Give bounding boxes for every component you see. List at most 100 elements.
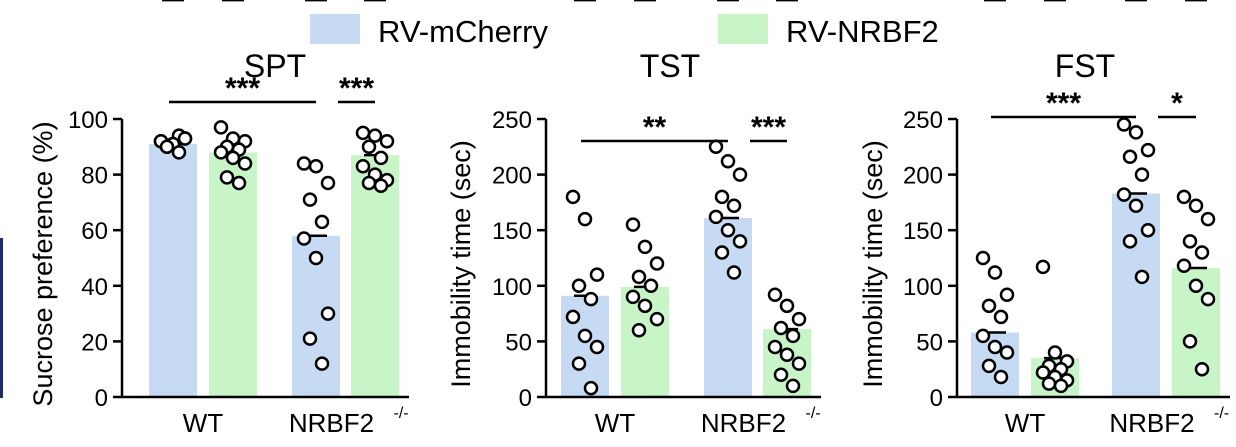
- y-tick-label: 0: [519, 385, 532, 412]
- data-point: [1194, 245, 1210, 260]
- edge-marker: [0, 238, 3, 398]
- data-point: [367, 128, 383, 143]
- panel-fst: FST Immobility time (sec) 0 50 100 150 200 250 W…: [858, 0, 1230, 438]
- data-point: [637, 239, 653, 255]
- y-tick-label: 250: [903, 107, 943, 134]
- y-tick-label: 100: [68, 107, 108, 134]
- chart-title: FST: [1055, 48, 1115, 84]
- data-point: [379, 133, 395, 149]
- data-point: [726, 265, 742, 280]
- data-point: [571, 278, 587, 294]
- data-point: [1194, 361, 1210, 377]
- data-point: [225, 150, 241, 166]
- y-tick-label: 150: [903, 218, 943, 245]
- data-point: [714, 189, 730, 205]
- data-point: [767, 287, 783, 302]
- data-point: [1134, 167, 1150, 182]
- y-tick-label: 0: [930, 385, 943, 412]
- y-tick-label: 150: [492, 218, 532, 245]
- y-tick-label: 200: [903, 163, 943, 190]
- data-point: [1176, 258, 1192, 274]
- data-point: [159, 139, 175, 155]
- data-point: [975, 250, 991, 266]
- data-point: [708, 209, 724, 225]
- bar-nrbf2-mcherry: [704, 217, 752, 397]
- data-point: [631, 323, 647, 338]
- data-point: [785, 378, 801, 394]
- bar-nrbf2-nrbf2: [351, 155, 399, 397]
- data-point: [320, 175, 336, 191]
- data-point: [981, 358, 997, 374]
- data-point: [589, 339, 605, 355]
- x-group-label-nrbf2: NRBF2: [289, 408, 374, 438]
- data-point: [577, 328, 593, 344]
- data-point: [631, 269, 647, 285]
- data-point: [314, 356, 330, 371]
- significance-label: **: [643, 111, 667, 144]
- data-point: [720, 154, 736, 169]
- chart-title: TST: [640, 48, 700, 84]
- data-point: [625, 289, 641, 305]
- data-point: [767, 339, 783, 355]
- data-point: [1140, 142, 1156, 158]
- y-axis-label: Immobility time (sec): [446, 140, 476, 388]
- x-group-label-wt: WT: [595, 408, 636, 438]
- chart-title: SPT: [244, 48, 306, 84]
- data-point: [1128, 198, 1144, 213]
- y-tick-label: 80: [81, 163, 108, 190]
- data-point: [577, 211, 593, 227]
- significance-label: ***: [225, 72, 260, 105]
- data-point: [779, 298, 795, 314]
- data-point: [993, 369, 1009, 385]
- data-point: [373, 178, 389, 193]
- data-point: [1188, 198, 1204, 213]
- legend-swatch-mcherry: [310, 14, 360, 44]
- data-point: [1041, 376, 1057, 391]
- data-point: [314, 214, 330, 230]
- data-point: [355, 125, 371, 141]
- y-tick-label: 250: [492, 107, 532, 134]
- data-point: [361, 175, 377, 191]
- data-point: [296, 156, 312, 171]
- y-axis-label: Sucrose preference (%): [28, 121, 58, 406]
- data-point: [1035, 259, 1051, 275]
- data-point: [177, 131, 193, 146]
- significance-label: ***: [339, 72, 374, 105]
- legend: RV-mCherry RV-NRBF2: [310, 14, 939, 49]
- data-point: [1182, 334, 1198, 349]
- data-point: [1188, 278, 1204, 294]
- data-point: [320, 306, 336, 321]
- data-point: [213, 120, 229, 135]
- data-point: [791, 311, 807, 327]
- y-tick-label: 0: [95, 385, 108, 412]
- data-point: [987, 339, 1003, 355]
- data-point: [791, 356, 807, 371]
- legend-label-mcherry: RV-mCherry: [378, 14, 548, 49]
- data-point: [999, 345, 1015, 360]
- data-point: [1176, 189, 1192, 205]
- data-point: [732, 167, 748, 182]
- data-point: [773, 320, 789, 336]
- data-point: [565, 189, 581, 205]
- y-tick-label: 100: [492, 274, 532, 301]
- data-point: [649, 256, 665, 271]
- y-tick-label: 40: [81, 274, 108, 301]
- data-point: [237, 156, 253, 171]
- data-point: [1035, 365, 1051, 380]
- legend-label-nrbf2: RV-NRBF2: [786, 14, 939, 49]
- data-point: [993, 309, 1009, 325]
- x-group-label-wt: WT: [1005, 408, 1046, 438]
- data-point: [1122, 234, 1138, 249]
- data-point: [987, 265, 1003, 280]
- bar-wt-mcherry: [149, 144, 197, 397]
- data-point: [1200, 291, 1216, 307]
- data-point: [637, 298, 653, 314]
- x-group-superscript: -/-: [806, 405, 821, 422]
- data-point: [231, 175, 247, 191]
- data-point: [649, 311, 665, 327]
- significance-label: ***: [1046, 87, 1081, 120]
- data-point: [732, 234, 748, 249]
- data-point: [355, 159, 371, 174]
- data-point: [1116, 187, 1132, 202]
